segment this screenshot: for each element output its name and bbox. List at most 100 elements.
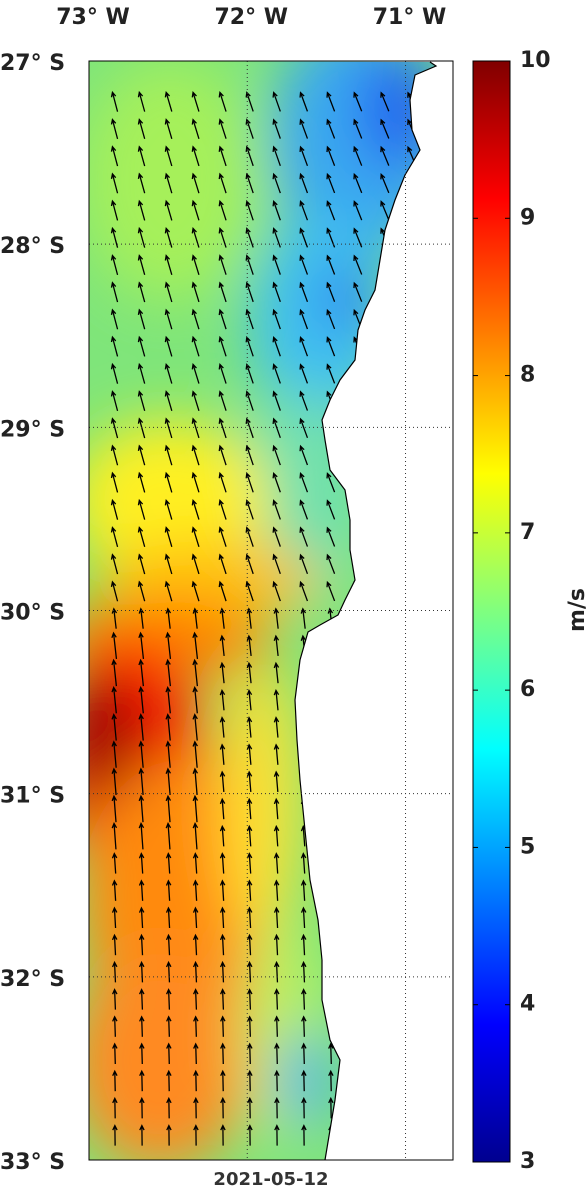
wind-arrow bbox=[218, 390, 227, 411]
wind-arrow bbox=[166, 1042, 172, 1065]
wind-arrow bbox=[218, 308, 227, 330]
wind-arrow bbox=[326, 526, 336, 547]
wind-arrow bbox=[327, 688, 334, 711]
wind-arrow bbox=[218, 281, 227, 303]
wind-arrow bbox=[353, 145, 363, 166]
wind-arrow bbox=[247, 1042, 253, 1065]
wind-arrow bbox=[354, 743, 361, 765]
wind-arrow bbox=[327, 770, 334, 793]
wind-arrow bbox=[273, 607, 280, 629]
wind-arrow bbox=[272, 172, 281, 194]
wind-arrow bbox=[192, 631, 199, 659]
wind-arrow bbox=[111, 906, 118, 929]
wind-arrow bbox=[218, 363, 227, 384]
colorbar-tick-label: 4 bbox=[520, 992, 535, 1017]
wind-arrow bbox=[245, 145, 254, 167]
wind-arrow bbox=[219, 688, 226, 711]
wind-arrow bbox=[272, 363, 281, 384]
wind-arrow bbox=[299, 472, 309, 493]
wind-arrow bbox=[327, 852, 334, 874]
wind-arrow bbox=[382, 1042, 388, 1065]
wind-arrow bbox=[164, 553, 173, 575]
wind-arrow bbox=[299, 308, 309, 330]
wind-arrow bbox=[353, 499, 363, 520]
wind-arrow bbox=[355, 1042, 361, 1065]
wind-arrow bbox=[192, 852, 199, 874]
wind-arrow bbox=[111, 607, 118, 629]
wind-arrow bbox=[382, 1015, 388, 1037]
wind-arrow bbox=[407, 581, 417, 602]
wind-arrow bbox=[273, 852, 280, 874]
wind-arrow bbox=[407, 336, 417, 357]
wind-arrow bbox=[408, 743, 415, 765]
wind-arrow bbox=[218, 580, 227, 602]
wind-arrow bbox=[355, 988, 361, 1010]
wind-arrow bbox=[218, 172, 227, 194]
wind-arrow bbox=[246, 879, 253, 901]
wind-arrow bbox=[299, 553, 309, 575]
wind-arrow bbox=[220, 1069, 226, 1092]
wind-arrow bbox=[301, 988, 307, 1010]
map-frame bbox=[88, 60, 454, 1161]
wind-arrow bbox=[219, 824, 226, 847]
wind-arrow bbox=[380, 417, 390, 438]
wind-arrow bbox=[111, 740, 117, 768]
wind-arrow bbox=[111, 879, 118, 901]
wind-arrow bbox=[191, 471, 200, 493]
lat-tick-label: 28° S bbox=[0, 234, 65, 259]
wind-arrow bbox=[380, 444, 390, 466]
wind-arrow bbox=[165, 879, 172, 901]
lat-tick-label: 32° S bbox=[0, 967, 65, 992]
wind-arrow bbox=[246, 933, 253, 956]
wind-arrow bbox=[354, 879, 361, 901]
wind-arrow bbox=[245, 227, 254, 248]
wind-arrow bbox=[408, 852, 415, 874]
wind-arrow bbox=[381, 906, 388, 929]
wind-arrow bbox=[380, 580, 390, 602]
wind-arrow bbox=[165, 713, 171, 741]
wind-arrow bbox=[353, 91, 363, 112]
wind-arrow bbox=[192, 933, 199, 956]
wind-field bbox=[89, 61, 436, 1160]
wind-arrow bbox=[218, 199, 227, 221]
wind-arrow bbox=[326, 145, 336, 166]
wind-arrow bbox=[326, 200, 336, 221]
wind-arrow bbox=[408, 634, 415, 657]
wind-arrow bbox=[300, 743, 307, 765]
wind-arrow bbox=[354, 770, 361, 793]
wind-arrow bbox=[327, 824, 334, 847]
wind-arrow bbox=[380, 91, 390, 112]
wind-arrow bbox=[273, 716, 280, 738]
wind-arrow bbox=[246, 716, 253, 738]
wind-arrow bbox=[272, 499, 281, 520]
lon-tick-label: 71° W bbox=[373, 5, 447, 30]
wind-arrow bbox=[407, 363, 417, 384]
wind-arrow bbox=[301, 1015, 307, 1037]
wind-arrow bbox=[245, 580, 254, 602]
wind-arrow bbox=[272, 118, 281, 139]
wind-arrow bbox=[218, 499, 227, 520]
wind-arrow bbox=[219, 716, 226, 738]
wind-arrow bbox=[407, 281, 417, 302]
wind-arrow bbox=[354, 688, 361, 711]
wind-arrow bbox=[192, 906, 199, 929]
wind-arrow bbox=[380, 363, 390, 384]
wind-arrow bbox=[220, 1096, 226, 1119]
wind-arrow bbox=[299, 91, 309, 112]
wind-arrow bbox=[110, 580, 119, 602]
wind-arrow bbox=[137, 254, 146, 276]
wind-arrow bbox=[408, 879, 415, 901]
wind-arrow bbox=[380, 526, 390, 547]
wind-arrow bbox=[192, 960, 199, 983]
date-label: 2021-05-12 bbox=[213, 1169, 328, 1188]
wind-arrow bbox=[139, 1042, 145, 1065]
wind-arrow bbox=[299, 172, 309, 194]
wind-arrow bbox=[353, 553, 363, 574]
wind-arrow bbox=[137, 145, 146, 167]
wind-arrow bbox=[327, 661, 334, 684]
wind-arrow bbox=[137, 390, 146, 412]
wind-arrow bbox=[299, 281, 309, 303]
wind-arrow bbox=[110, 526, 119, 548]
wind-arrow bbox=[272, 390, 281, 411]
